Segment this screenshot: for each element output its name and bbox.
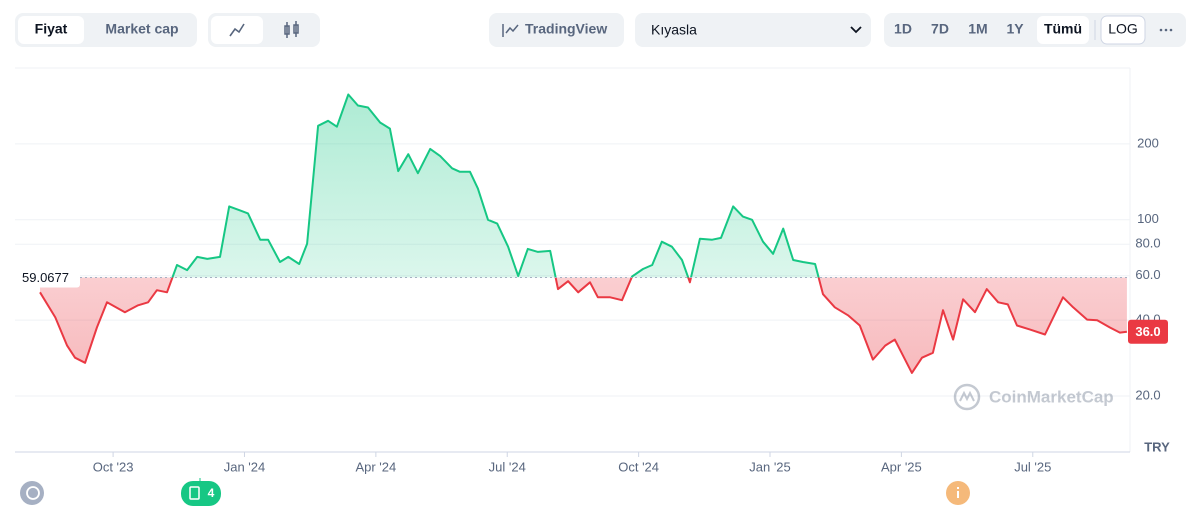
x-tick-label: Jan '24 (224, 459, 266, 474)
info-icon (957, 487, 959, 489)
history-button[interactable] (20, 481, 44, 505)
range-label[interactable]: 1M (968, 21, 987, 37)
news-count[interactable]: 4 (208, 486, 215, 500)
chevron (850, 26, 862, 34)
tab-label[interactable]: Fiyat (35, 21, 68, 37)
more-button[interactable] (1159, 28, 1173, 32)
news-icon (189, 486, 200, 500)
area-up (172, 94, 819, 278)
reference-label: 59.0677 (22, 270, 69, 285)
line-icon (229, 23, 245, 37)
reference-label-bg (12, 267, 80, 288)
tradingview-button[interactable] (489, 13, 624, 47)
log-button[interactable] (1100, 15, 1146, 45)
x-tick-label: Oct '24 (618, 459, 659, 474)
area-down (39, 277, 1127, 373)
current-price-label: 36.0 (1135, 324, 1160, 339)
range-label[interactable]: 1D (894, 21, 912, 37)
x-tick-label: Oct '23 (93, 459, 134, 474)
y-tick-label: 60.0 (1135, 267, 1160, 282)
compare-label[interactable]: Kıyasla (651, 22, 697, 38)
tv-icon (505, 24, 519, 34)
range-label[interactable]: Tümü (1044, 21, 1082, 37)
watermark: CoinMarketCap (953, 383, 1114, 411)
current-price-box (1128, 319, 1168, 344)
y-tick-label: 20.0 (1135, 387, 1160, 402)
y-tick-label: 100 (1137, 211, 1159, 226)
currency-label: TRY (1144, 439, 1170, 454)
news-badge[interactable] (181, 481, 221, 506)
history-icon (26, 486, 40, 500)
compare-dropdown[interactable] (635, 13, 871, 47)
tradingview-label[interactable]: TradingView (525, 21, 607, 37)
range-label[interactable]: 1Y (1006, 21, 1024, 37)
price-line (39, 93, 1128, 374)
x-tick-label: Jul '25 (1014, 459, 1051, 474)
watermark-text: CoinMarketCap (989, 387, 1114, 406)
x-tick-label: Jul '24 (489, 459, 526, 474)
range-selected (1037, 16, 1089, 44)
y-tick-label: 200 (1137, 135, 1159, 150)
y-tick-label: 80.0 (1135, 236, 1160, 251)
tab-fiyat[interactable] (18, 16, 84, 44)
candle-icon[interactable] (284, 21, 299, 38)
x-tick-label: Jan '25 (749, 459, 791, 474)
range-label[interactable]: 7D (931, 21, 949, 37)
info-icon (957, 491, 959, 498)
x-tick-label: Apr '24 (355, 459, 396, 474)
log-label[interactable]: LOG (1108, 21, 1138, 37)
x-tick-label: Apr '25 (881, 459, 922, 474)
tab-label[interactable]: Market cap (105, 21, 178, 37)
